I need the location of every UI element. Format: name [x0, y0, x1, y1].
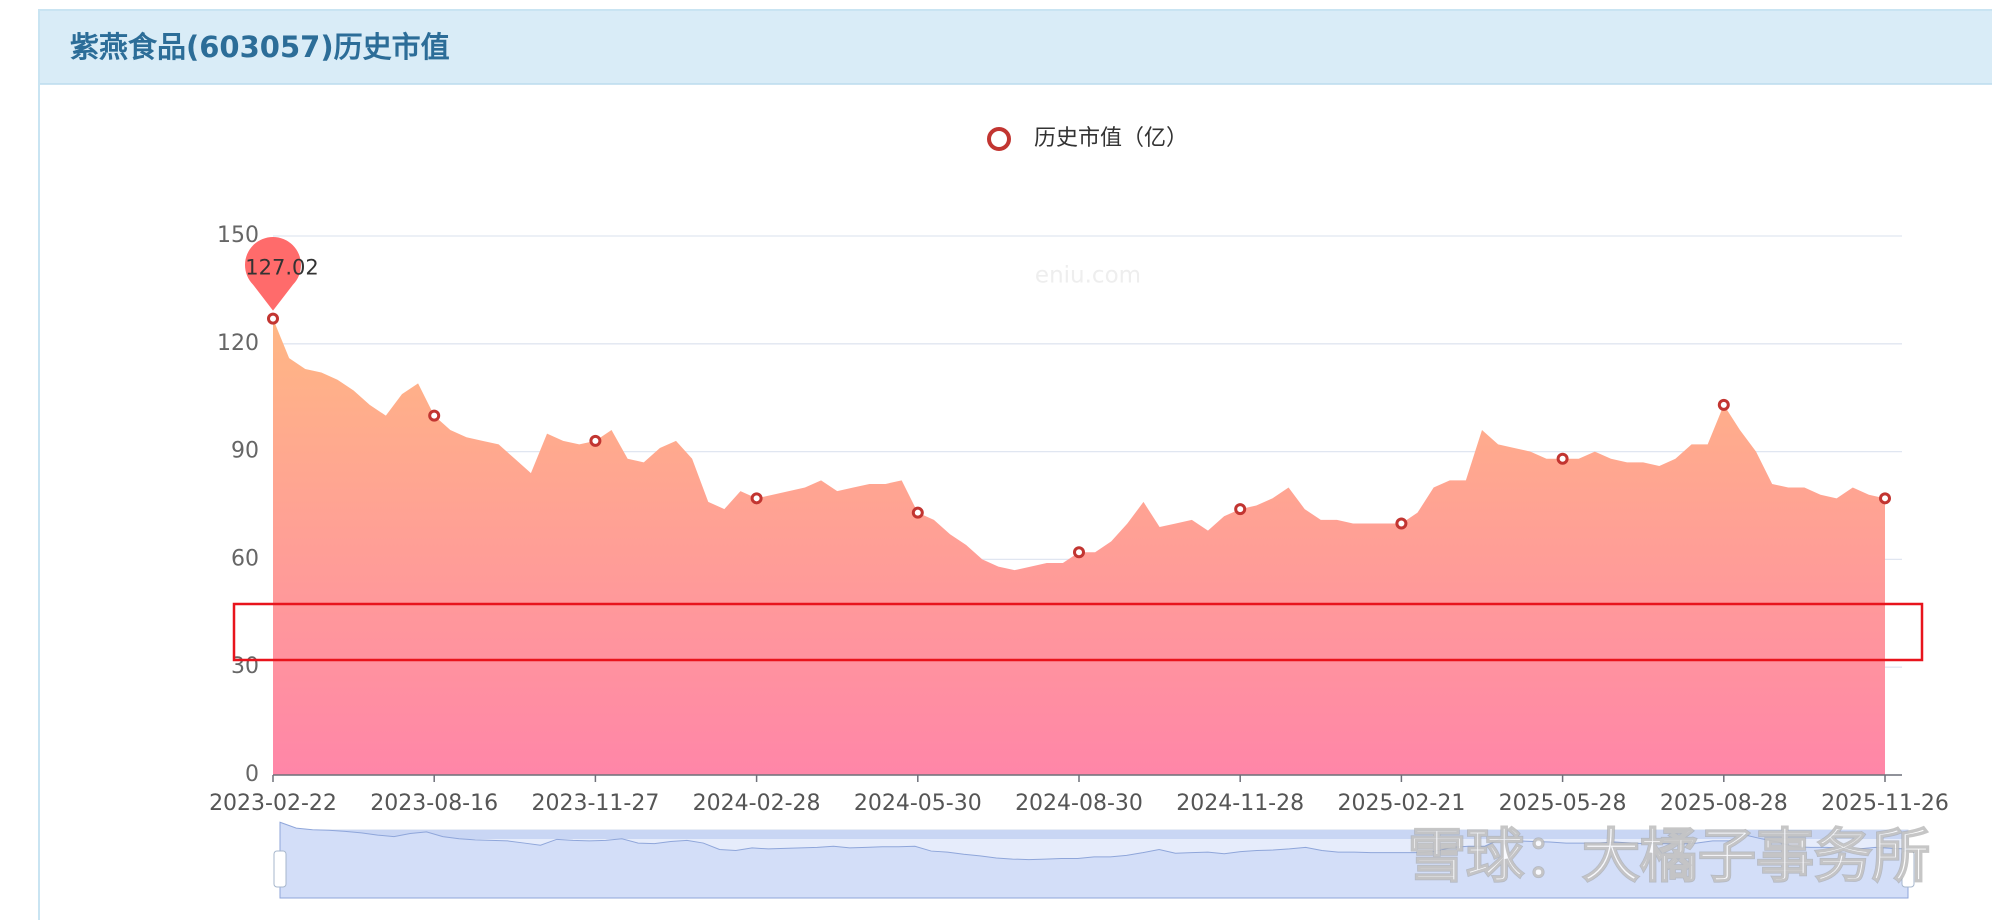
- panel-header: [40, 11, 1992, 84]
- point-marker: [1073, 546, 1085, 559]
- y-tick-label: 120: [217, 331, 259, 356]
- point-marker: [1717, 398, 1730, 411]
- x-tick-label: 2023-02-22: [209, 791, 337, 816]
- watermark: eniu.com: [1035, 263, 1141, 289]
- y-tick-label: 150: [217, 223, 259, 248]
- value-label: 127.02: [245, 256, 318, 280]
- zoom-preview: [279, 821, 1909, 899]
- x-tick-label: 2024-02-28: [693, 791, 821, 816]
- x-tick-label: 2025-05-28: [1499, 791, 1627, 816]
- x-tick-label: 2023-08-16: [370, 791, 498, 816]
- legend-marker: [987, 127, 1011, 151]
- legend-label: 历史市值（亿）: [1034, 126, 1188, 151]
- point-marker: [1879, 492, 1891, 505]
- point-marker: [1395, 517, 1408, 530]
- x-tick-label: 2025-11-26: [1821, 791, 1949, 816]
- overlay-watermark: 雪球：大橘子事务所: [1408, 822, 1930, 890]
- point-marker: [1234, 503, 1247, 516]
- chart-title: 紫燕食品(603057)历史市值: [70, 30, 450, 64]
- x-tick-label: 2024-08-30: [1015, 791, 1143, 816]
- x-tick-label: 2025-08-28: [1660, 791, 1788, 816]
- y-tick-label: 90: [231, 439, 259, 464]
- zoom-top-bar: [280, 830, 1908, 839]
- point-marker: [1556, 452, 1569, 465]
- point-marker: [589, 434, 602, 447]
- zoom-handle[interactable]: [273, 850, 287, 888]
- x-tick-label: 2024-05-30: [854, 791, 982, 816]
- max-pin: [244, 236, 301, 311]
- highlight-box: [232, 602, 1924, 662]
- point-marker: [911, 506, 924, 519]
- y-tick-label: 60: [231, 546, 259, 571]
- point-marker: [267, 312, 279, 325]
- y-tick-label: 30: [231, 654, 259, 679]
- x-tick-label: 2023-11-27: [531, 791, 659, 816]
- zoom-handle[interactable]: [1901, 850, 1915, 888]
- point-marker: [750, 492, 763, 505]
- x-tick-label: 2025-02-21: [1337, 791, 1465, 816]
- y-tick-label: 0: [245, 762, 259, 787]
- point-marker: [428, 409, 441, 422]
- x-tick-label: 2024-11-28: [1176, 791, 1304, 816]
